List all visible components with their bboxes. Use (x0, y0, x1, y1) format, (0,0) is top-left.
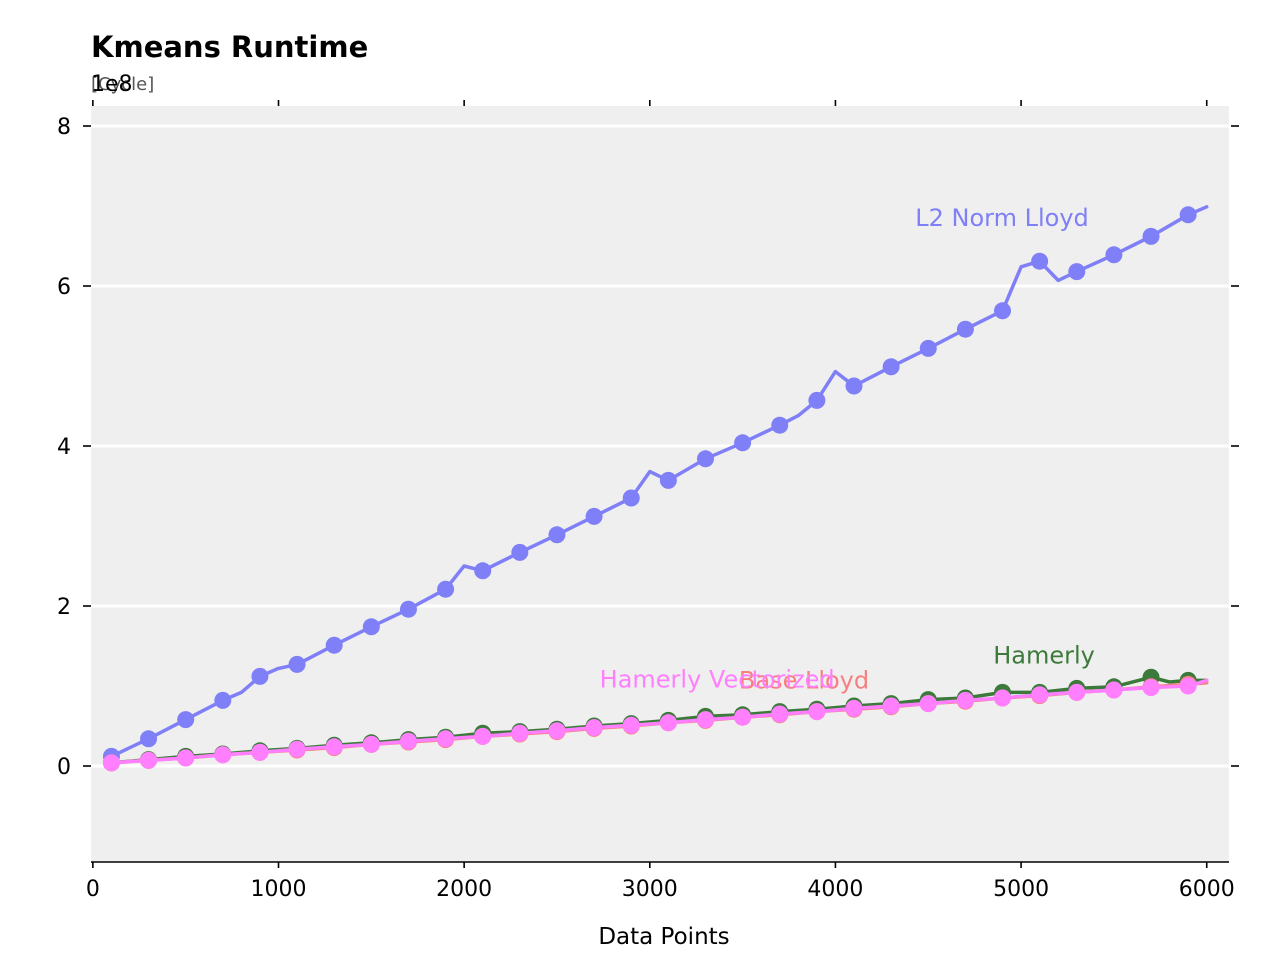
data-point-l2-norm-lloyd (771, 416, 789, 434)
data-point-hamerly-vectorized (919, 695, 937, 713)
data-point-hamerly-vectorized (659, 714, 677, 732)
series-label-hamerly: Hamerly (993, 642, 1095, 670)
series-l2-norm-lloyd (102, 205, 1209, 765)
data-point-hamerly-vectorized (325, 738, 343, 756)
data-point-l2-norm-lloyd (994, 302, 1012, 320)
x-tick-label: 4000 (807, 877, 863, 902)
data-point-hamerly-vectorized (362, 735, 380, 753)
data-point-hamerly-vectorized (585, 719, 603, 737)
data-point-hamerly-vectorized (622, 716, 640, 734)
data-point-hamerly-vectorized (288, 740, 306, 758)
data-point-l2-norm-lloyd (808, 391, 826, 409)
data-point-l2-norm-lloyd (1179, 206, 1197, 224)
x-tick-label: 0 (86, 877, 100, 902)
data-point-hamerly-vectorized (956, 691, 974, 709)
data-point-hamerly-vectorized (1179, 677, 1197, 695)
data-point-l2-norm-lloyd (919, 339, 937, 357)
series-label-base-lloyd: Base Lloyd (739, 666, 869, 694)
data-point-hamerly-vectorized (882, 697, 900, 715)
plot-area (91, 106, 1229, 862)
data-point-hamerly-vectorized (251, 743, 269, 761)
data-point-hamerly-vectorized (437, 730, 455, 748)
data-point-l2-norm-lloyd (177, 711, 195, 729)
x-tick-label: 1000 (251, 877, 307, 902)
y-axis-exponent: 1e8 (91, 72, 133, 97)
data-point-l2-norm-lloyd (548, 526, 566, 544)
y-tick-label: 2 (57, 595, 71, 620)
y-tick-label: 0 (57, 755, 71, 780)
data-point-l2-norm-lloyd (437, 580, 455, 598)
data-point-l2-norm-lloyd (956, 320, 974, 338)
series-label-l2-norm-lloyd: L2 Norm Lloyd (915, 204, 1089, 232)
data-point-l2-norm-lloyd (622, 489, 640, 507)
data-point-l2-norm-lloyd (1142, 227, 1160, 245)
data-point-l2-norm-lloyd (1031, 252, 1049, 270)
data-point-hamerly-vectorized (1142, 679, 1160, 697)
x-tick-label: 5000 (993, 877, 1049, 902)
data-point-l2-norm-lloyd (511, 543, 529, 561)
data-point-hamerly-vectorized (548, 722, 566, 740)
data-point-hamerly-vectorized (140, 751, 158, 769)
data-point-hamerly-vectorized (511, 724, 529, 742)
y-tick-label: 6 (57, 275, 71, 300)
data-point-hamerly-vectorized (696, 711, 714, 729)
x-tick-label: 6000 (1179, 877, 1235, 902)
data-point-l2-norm-lloyd (362, 618, 380, 636)
data-point-l2-norm-lloyd (845, 377, 863, 395)
x-tick-label: 2000 (436, 877, 492, 902)
data-point-l2-norm-lloyd (882, 358, 900, 376)
data-point-hamerly-vectorized (771, 705, 789, 723)
x-axis-label: Data Points (598, 924, 729, 950)
chart-subtitle: [Cycle] (91, 74, 155, 95)
data-point-hamerly-vectorized (1105, 681, 1123, 699)
chart-title: Kmeans Runtime (91, 30, 369, 64)
y-tick-label: 4 (57, 435, 71, 460)
grid (91, 124, 1229, 768)
data-point-l2-norm-lloyd (1068, 263, 1086, 281)
data-point-hamerly-vectorized (808, 703, 826, 721)
y-tick-label: 8 (57, 115, 71, 140)
data-point-l2-norm-lloyd (288, 655, 306, 673)
x-tick-label: 3000 (622, 877, 678, 902)
data-point-l2-norm-lloyd (696, 450, 714, 468)
data-point-hamerly-vectorized (1068, 683, 1086, 701)
data-point-hamerly-vectorized (399, 732, 417, 750)
data-point-hamerly-vectorized (214, 746, 232, 764)
data-point-hamerly-vectorized (734, 708, 752, 726)
data-point-l2-norm-lloyd (734, 434, 752, 452)
series-hamerly-vectorized (102, 677, 1209, 772)
axes: 0 1000 2000 3000 4000 5000 6000 0 2 4 6 8 (57, 100, 1239, 902)
data-point-hamerly-vectorized (1031, 686, 1049, 704)
data-point-l2-norm-lloyd (399, 600, 417, 618)
data-point-hamerly-vectorized (102, 754, 120, 772)
data-point-hamerly-vectorized (177, 749, 195, 767)
data-point-l2-norm-lloyd (214, 691, 232, 709)
data-point-l2-norm-lloyd (585, 507, 603, 525)
data-point-hamerly-vectorized (845, 699, 863, 717)
data-point-l2-norm-lloyd (474, 562, 492, 580)
data-point-hamerly-vectorized (994, 689, 1012, 707)
data-point-hamerly-vectorized (474, 727, 492, 745)
data-point-l2-norm-lloyd (251, 667, 269, 685)
data-point-l2-norm-lloyd (140, 730, 158, 748)
series-label-hamerly-vectorized: Hamerly Vectorized (600, 666, 835, 694)
data-point-l2-norm-lloyd (659, 471, 677, 489)
series-layer (102, 205, 1209, 772)
data-point-l2-norm-lloyd (325, 636, 343, 654)
data-point-l2-norm-lloyd (1105, 246, 1123, 264)
